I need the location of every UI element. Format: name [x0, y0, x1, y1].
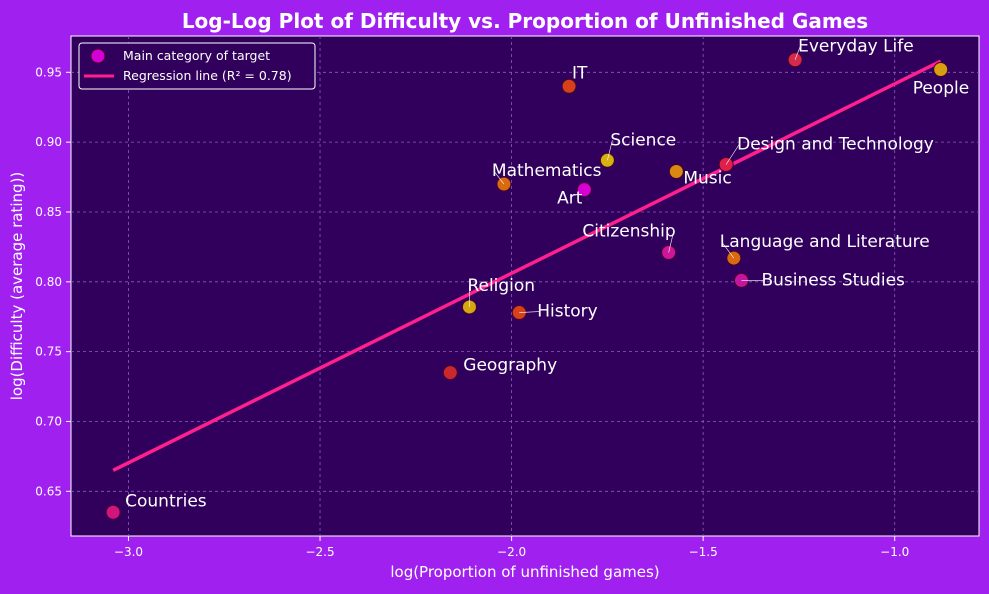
y-tick-label: 0.80 — [35, 275, 62, 289]
leader-line — [725, 144, 740, 165]
y-tick-label: 0.70 — [35, 414, 62, 428]
point-label: Art — [557, 189, 583, 209]
regression-layer — [112, 59, 942, 472]
data-point — [442, 365, 458, 381]
leader-line — [493, 170, 505, 185]
point-label: Science — [610, 130, 676, 150]
x-tick-label: −2.5 — [305, 545, 334, 559]
point-label: IT — [572, 63, 588, 83]
legend: Main category of target Regression line … — [78, 42, 316, 90]
x-tick-label: −2.0 — [497, 545, 526, 559]
y-tick-label: 0.75 — [35, 345, 62, 359]
point-label: Countries — [125, 491, 207, 511]
point-label: People — [913, 79, 969, 99]
chart-title: Log-Log Plot of Difficulty vs. Proportio… — [182, 9, 868, 33]
regression-line — [112, 59, 942, 472]
data-point — [933, 62, 949, 78]
point-label: Everyday Life — [798, 37, 914, 57]
plot-area — [70, 35, 980, 537]
data-point — [561, 78, 577, 94]
point-label: Business Studies — [761, 270, 905, 290]
leader-line — [668, 231, 674, 253]
point-label: Mathematics — [492, 161, 602, 181]
leader-line — [607, 140, 613, 161]
point-label: Religion — [467, 276, 535, 296]
leader-line — [519, 311, 540, 313]
y-tick-label: 0.90 — [35, 135, 62, 149]
y-tick-label: 0.65 — [35, 484, 62, 498]
legend-marker-icon — [90, 48, 106, 64]
point-label: Geography — [463, 356, 557, 376]
point-label: Design and Technology — [737, 134, 934, 154]
legend-entry-regression: Regression line (R² = 0.78) — [123, 68, 292, 83]
data-point — [668, 163, 684, 179]
leader-line — [794, 46, 801, 60]
data-point — [576, 182, 592, 198]
data-point — [105, 504, 121, 520]
legend-entry-scatter: Main category of target — [123, 48, 270, 63]
axis-ticks: −3.0 −2.5 −2.0 −1.5 −1.0 0.65 0.70 0.75 0.80 0.85… — [35, 65, 909, 559]
y-axis-label: log(Difficulty (average rating)) — [8, 172, 26, 401]
y-tick-label: 0.95 — [35, 65, 62, 79]
x-tick-label: −1.0 — [880, 545, 909, 559]
point-label: Language and Literature — [720, 232, 930, 252]
x-axis-label: log(Proportion of unfinished games) — [390, 563, 659, 581]
y-tick-label: 0.85 — [35, 205, 62, 219]
data-point — [661, 244, 677, 260]
legend-box — [78, 42, 316, 90]
x-tick-label: −3.0 — [114, 545, 143, 559]
leader-line — [721, 241, 735, 259]
point-label: History — [537, 302, 597, 322]
point-label: Citizenship — [582, 221, 675, 241]
point-label: Music — [683, 168, 731, 188]
x-tick-label: −1.5 — [689, 545, 718, 559]
